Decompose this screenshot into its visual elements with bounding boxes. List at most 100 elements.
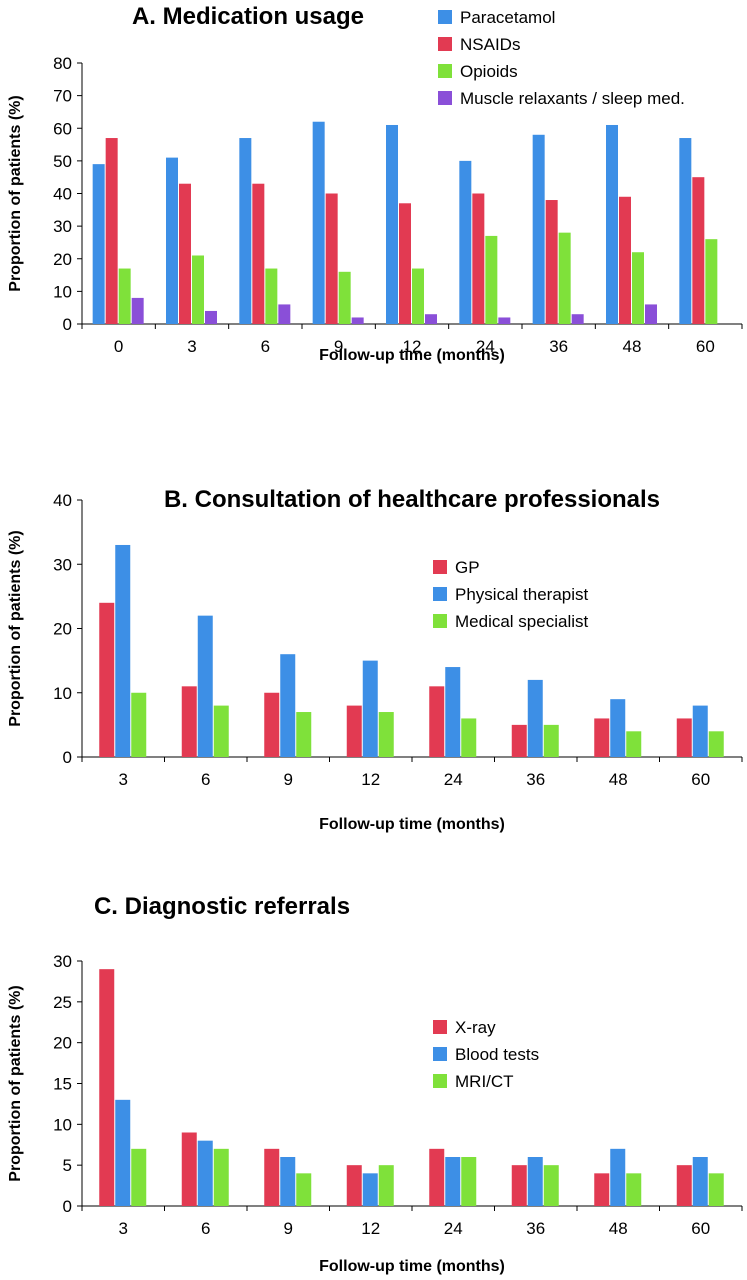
chart-a-y-tick-label: 10 (53, 282, 72, 301)
chart-b-legend-label: Physical therapist (455, 585, 589, 604)
chart-a-bar (131, 297, 144, 324)
chart-c-title: C. Diagnostic referrals (94, 893, 350, 920)
chart-a-bar (571, 314, 584, 324)
chart-a-y-tick-label: 0 (63, 315, 72, 334)
chart-a-y-axis-label: Proportion of patients (%) (7, 95, 24, 291)
chart-a-bar (118, 268, 131, 324)
chart-a-legend-label: Paracetamol (460, 8, 555, 27)
chart-b-y-tick-label: 40 (53, 491, 72, 510)
chart-c-bar (594, 1173, 610, 1206)
chart-a-bar (485, 235, 498, 324)
chart-c-y-tick-label: 5 (63, 1156, 72, 1175)
chart-c-bar (676, 1165, 692, 1206)
chart-a-bar (92, 164, 105, 324)
chart-b-bar (461, 718, 477, 757)
chart-b-x-tick-label: 3 (119, 770, 128, 789)
chart-c-x-axis-label: Follow-up time (months) (319, 1258, 505, 1275)
chart-a-x-axis-label: Follow-up time (months) (319, 347, 505, 364)
chart-c-bar (527, 1157, 543, 1206)
chart-a-legend-swatch (438, 37, 452, 51)
chart-a-bar (692, 177, 705, 324)
chart-a-bar (399, 203, 411, 324)
chart-a-bar (472, 193, 485, 324)
chart-a-bar (679, 138, 692, 324)
chart-c-y-tick-label: 30 (53, 952, 72, 971)
chart-c-bar (264, 1148, 280, 1206)
chart-b-bar (429, 686, 445, 757)
chart-a-y-tick-label: 70 (53, 87, 72, 106)
chart-a-bar (105, 138, 118, 324)
chart-c-bar (692, 1157, 708, 1206)
chart-b-bar (181, 686, 197, 757)
chart-a-bar (545, 200, 558, 324)
chart-a-bar (179, 183, 191, 324)
chart-b-bar (264, 692, 280, 757)
chart-a-x-tick-label: 48 (623, 337, 642, 356)
chart-a-bar (619, 196, 631, 324)
chart-a-bar (325, 193, 338, 324)
chart-b-y-tick-label: 10 (53, 684, 72, 703)
chart-c-bar (610, 1148, 626, 1206)
chart-a-bar (239, 138, 252, 324)
chart-b-legend-swatch (433, 560, 447, 574)
chart-c-bar (280, 1157, 296, 1206)
chart-c-legend-label: Blood tests (455, 1045, 539, 1064)
chart-c-x-tick-label: 12 (361, 1219, 380, 1238)
chart-b-bar (626, 731, 642, 757)
chart-c-bar (626, 1173, 642, 1206)
chart-a-y-tick-label: 20 (53, 250, 72, 269)
chart-b-bar (362, 660, 378, 757)
chart-b-bar (197, 615, 213, 757)
chart-a-x-tick-label: 9 (334, 337, 343, 356)
chart-a-bar (312, 121, 325, 324)
chart-b-y-tick-label: 20 (53, 620, 72, 639)
chart-c-bar (543, 1165, 559, 1206)
chart-a-legend-label: Opioids (460, 62, 518, 81)
chart-c-y-tick-label: 25 (53, 993, 72, 1012)
chart-c-x-tick-label: 9 (284, 1219, 293, 1238)
chart-b-bar (346, 705, 362, 757)
chart-c-y-tick-label: 15 (53, 1075, 72, 1094)
chart-b-bar (378, 712, 394, 757)
chart-a-bar (351, 317, 364, 324)
chart-a-y-tick-label: 60 (53, 119, 72, 138)
chart-a-x-tick-label: 36 (549, 337, 568, 356)
chart-c-y-tick-label: 0 (63, 1197, 72, 1216)
chart-a-y-tick-label: 40 (53, 185, 72, 204)
chart-a-bar (338, 271, 351, 324)
chart-c-bar (197, 1140, 213, 1206)
chart-b-bar (296, 712, 312, 757)
chart-c-bar (131, 1148, 147, 1206)
chart-a-x-tick-label: 3 (187, 337, 196, 356)
chart-c-bar (511, 1165, 527, 1206)
chart-b-legend-swatch (433, 587, 447, 601)
chart-b-bar (527, 679, 543, 757)
chart-b-bar (676, 718, 692, 757)
chart-c-y-tick-label: 20 (53, 1034, 72, 1053)
chart-b-x-tick-label: 12 (361, 770, 380, 789)
chart-b-bar (115, 544, 131, 757)
chart-b-x-tick-label: 36 (526, 770, 545, 789)
chart-c-bar (461, 1157, 477, 1206)
chart-a-bar (386, 124, 398, 324)
chart-c-bar (115, 1099, 131, 1206)
chart-b-x-tick-label: 48 (609, 770, 628, 789)
chart-b-bar (610, 699, 626, 757)
chart-a-bar (192, 255, 204, 324)
chart-b-title: B. Consultation of healthcare profession… (164, 486, 660, 513)
chart-c-bar (99, 969, 115, 1206)
chart-b-bar (213, 705, 229, 757)
chart-c-bar (346, 1165, 362, 1206)
chart-c-bar (296, 1173, 312, 1206)
chart-a-x-tick-label: 6 (261, 337, 270, 356)
chart-c-bar (213, 1148, 229, 1206)
chart-a-bar (252, 183, 265, 324)
chart-b-x-tick-label: 9 (284, 770, 293, 789)
chart-a-x-tick-label: 12 (403, 337, 422, 356)
chart-c-y-tick-label: 10 (53, 1115, 72, 1134)
chart-c-x-tick-label: 60 (691, 1219, 710, 1238)
chart-a-legend-label: NSAIDs (460, 35, 520, 54)
chart-c-bar (429, 1148, 445, 1206)
chart-c-legend-swatch (433, 1020, 447, 1034)
